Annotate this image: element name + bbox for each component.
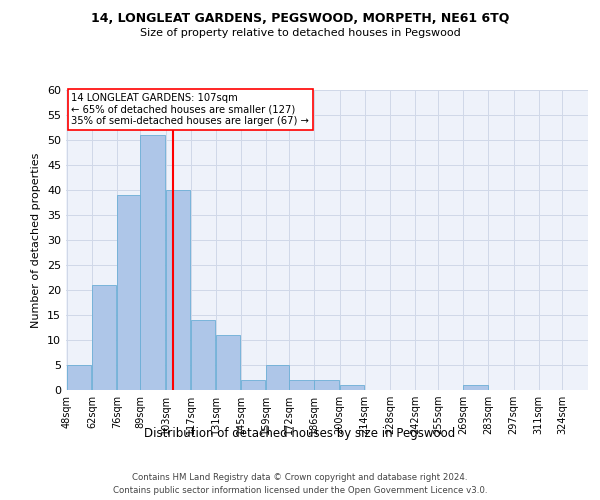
Text: Contains public sector information licensed under the Open Government Licence v3: Contains public sector information licen… [113, 486, 487, 495]
Bar [117, 195, 140, 390]
Bar [289, 380, 314, 390]
Bar [140, 135, 165, 390]
Y-axis label: Number of detached properties: Number of detached properties [31, 152, 41, 328]
Bar [463, 385, 488, 390]
Bar [92, 285, 116, 390]
Text: Size of property relative to detached houses in Pegswood: Size of property relative to detached ho… [140, 28, 460, 38]
Bar [241, 380, 265, 390]
Text: Distribution of detached houses by size in Pegswood: Distribution of detached houses by size … [145, 428, 455, 440]
Bar [191, 320, 215, 390]
Text: 14 LONGLEAT GARDENS: 107sqm
← 65% of detached houses are smaller (127)
35% of se: 14 LONGLEAT GARDENS: 107sqm ← 65% of det… [71, 93, 309, 126]
Bar [314, 380, 339, 390]
Text: Contains HM Land Registry data © Crown copyright and database right 2024.: Contains HM Land Registry data © Crown c… [132, 472, 468, 482]
Bar [266, 365, 289, 390]
Bar [67, 365, 91, 390]
Bar [216, 335, 240, 390]
Text: 14, LONGLEAT GARDENS, PEGSWOOD, MORPETH, NE61 6TQ: 14, LONGLEAT GARDENS, PEGSWOOD, MORPETH,… [91, 12, 509, 26]
Bar [340, 385, 364, 390]
Bar [166, 190, 190, 390]
